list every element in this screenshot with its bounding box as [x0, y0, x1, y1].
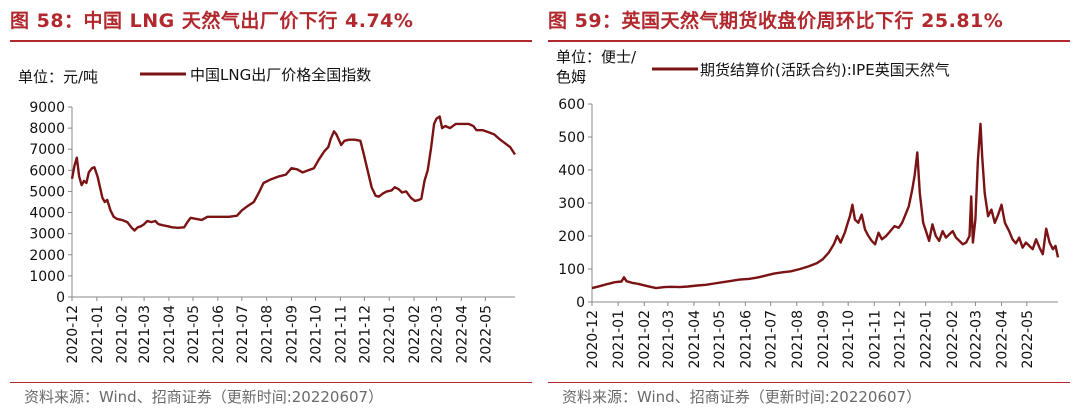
y-tick-label: 400: [558, 163, 585, 179]
x-tick-label: 2022-01: [919, 310, 935, 369]
legend-label: 期货结算价(活跃合约):IPE英国天然气: [700, 61, 950, 79]
series-line: [70, 115, 517, 232]
y-tick-label: 0: [56, 290, 65, 306]
y-tick-label: 1000: [29, 269, 65, 285]
x-tick-label: 2021-12: [357, 305, 373, 364]
y-tick-label: 5000: [29, 184, 65, 200]
x-tick-label: 2021-11: [867, 310, 883, 369]
x-tick-label: 2021-12: [893, 310, 909, 369]
y-tick-label: 7000: [29, 142, 65, 158]
y-tick-label: 6000: [29, 163, 65, 179]
x-tick-label: 2021-05: [186, 305, 202, 364]
chart-panel-ipe: 图 59：英国天然气期货收盘价周环比下行 25.81% 单位：便士/色姆 期货结算…: [548, 0, 1078, 416]
x-tick-label: 2020-12: [585, 310, 601, 369]
x-tick-label: 2022-01: [382, 305, 398, 364]
x-tick-label: 2021-02: [115, 305, 131, 364]
y-tick-label: 4000: [29, 206, 65, 222]
x-tick-label: 2021-03: [137, 305, 153, 364]
lng-price-chart: 单位：元/吨 中国LNG出厂价格全国指数 0 1000 2000 3000 4000 5000…: [18, 66, 517, 364]
x-tick-label: 2021-08: [790, 310, 806, 369]
series-line: [591, 122, 1060, 290]
title-rule: [10, 40, 532, 42]
y-tick-label: 200: [558, 229, 585, 245]
y-tick-label: 3000: [29, 227, 65, 243]
x-tick-label: 2021-01: [90, 305, 106, 364]
source-rule: [548, 382, 1070, 383]
x-tick-label: 2022-02: [407, 305, 423, 364]
source-note: 资料来源：Wind、招商证券（更新时间:20220607）: [562, 388, 922, 406]
y-tick-label: 500: [558, 130, 585, 146]
x-tick-label: 2022-04: [995, 310, 1011, 369]
y-tick-label: 9000: [29, 100, 65, 116]
figure-title: 图 59：英国天然气期货收盘价周环比下行 25.81%: [548, 10, 1004, 32]
y-tick-label: 0: [576, 295, 585, 311]
x-tick-label: 2022-03: [968, 310, 984, 369]
y-tick-label: 2000: [29, 248, 65, 264]
chart-panel-lng: 图 58：中国 LNG 天然气出厂价下行 4.74% 单位：元/吨 中国LNG出厂…: [10, 0, 540, 416]
x-tick-label: 2021-08: [260, 305, 276, 364]
x-tick-label: 2021-06: [738, 310, 754, 369]
x-tick-label: 2022-02: [945, 310, 961, 369]
x-tick-label: 2021-11: [333, 305, 349, 364]
x-tick-label: 2021-09: [816, 310, 832, 369]
ipe-gas-futures-chart: 单位：便士/色姆 期货结算价(活跃合约):IPE英国天然气 0 100 200 300 40…: [556, 48, 1060, 369]
x-tick-label: 2021-01: [611, 310, 627, 369]
unit-label: 单位：便士/: [556, 48, 637, 66]
x-tick-label: 2022-05: [478, 305, 494, 364]
unit-label: 单位：元/吨: [18, 68, 98, 86]
x-tick-label: 2021-10: [841, 310, 857, 369]
source-rule: [10, 382, 532, 383]
figure-title: 图 58：中国 LNG 天然气出厂价下行 4.74%: [10, 10, 414, 32]
x-tick-label: 2021-04: [162, 305, 178, 364]
x-tick-label: 2022-03: [429, 305, 445, 364]
legend-label: 中国LNG出厂价格全国指数: [190, 66, 371, 84]
y-tick-label: 600: [558, 97, 585, 113]
x-tick-label: 2022-05: [1020, 310, 1036, 369]
x-tick-label: 2021-06: [211, 305, 227, 364]
y-tick-label: 100: [558, 262, 585, 278]
title-rule: [548, 40, 1070, 42]
x-tick-label: 2021-02: [637, 310, 653, 369]
y-tick-label: 8000: [29, 121, 65, 137]
y-tick-label: 300: [558, 196, 585, 212]
x-tick-label: 2022-04: [454, 305, 470, 364]
x-tick-label: 2021-07: [764, 310, 780, 369]
unit-label: 色姆: [556, 68, 586, 86]
x-tick-label: 2021-03: [661, 310, 677, 369]
x-tick-label: 2021-07: [235, 305, 251, 364]
x-tick-label: 2021-04: [687, 310, 703, 369]
x-tick-label: 2020-12: [65, 305, 81, 364]
source-note: 资料来源：Wind、招商证券（更新时间:20220607）: [24, 388, 384, 406]
x-tick-label: 2021-05: [712, 310, 728, 369]
x-tick-label: 2021-09: [284, 305, 300, 364]
x-tick-label: 2021-10: [309, 305, 325, 364]
